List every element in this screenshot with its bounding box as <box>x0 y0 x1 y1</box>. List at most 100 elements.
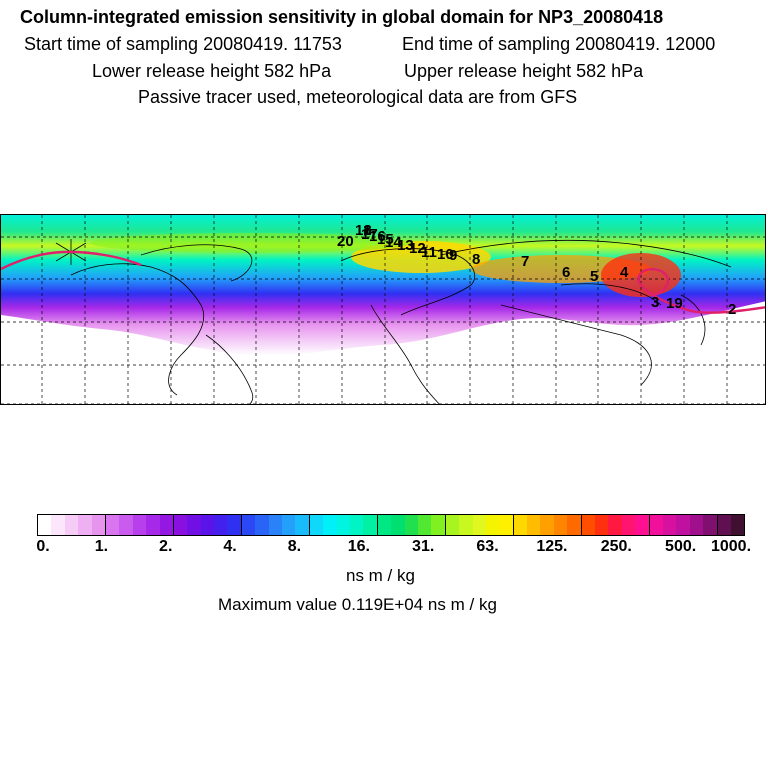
colorbar-segment <box>485 515 500 535</box>
colorbar-tick-label: 2. <box>159 538 173 555</box>
trajectory-label-7: 7 <box>521 253 529 270</box>
colorbar-segment <box>323 515 337 535</box>
colorbar-segment <box>391 515 405 535</box>
colorbar-segment <box>91 515 106 535</box>
trajectory-label-19: 19 <box>666 295 683 312</box>
colorbar-segment <box>187 515 201 535</box>
colorbar-segment <box>377 515 392 535</box>
colorbar-segment <box>417 515 432 535</box>
high-sensitivity-europe <box>351 241 491 273</box>
trajectory-label-9: 9 <box>449 247 457 264</box>
trajectory-label-11: 11 <box>421 244 437 261</box>
coastlines <box>70 239 732 404</box>
trajectory-label-8: 8 <box>472 251 480 268</box>
colorbar-segment <box>51 515 65 535</box>
colorbar-segment <box>567 515 582 535</box>
trajectory-label-2: 2 <box>728 301 736 318</box>
trajectory-label-1: 1 <box>363 222 371 239</box>
colorbar-segment <box>703 515 718 535</box>
trajectory-label-15: 15 <box>377 231 394 248</box>
colorbar-tick-label: 31. <box>412 538 435 555</box>
trajectory-label-13: 13 <box>397 237 414 254</box>
colorbar-segment <box>730 515 745 535</box>
colorbar-segment <box>173 515 188 535</box>
colorbar-segment <box>689 515 704 535</box>
colorbar-segment <box>78 515 92 535</box>
colorbar-segment <box>363 515 378 535</box>
colorbar-segment <box>499 515 514 535</box>
trajectory-label-18: 18 <box>355 222 372 239</box>
colorbar-segment <box>553 515 568 535</box>
colorbar-segment <box>132 515 147 535</box>
colorbar <box>37 514 745 536</box>
colorbar-segment <box>676 515 690 535</box>
colorbar-segment <box>119 515 133 535</box>
trajectory-label-6: 6 <box>562 264 570 281</box>
lower-release-height: Lower release height 582 hPa <box>92 61 332 81</box>
colorbar-tick-label: 1. <box>94 538 109 555</box>
sensitivity-map: 1 2 3 4 5 6 7 8 9 10 11 12 13 14 15 16 1… <box>0 214 766 405</box>
colorbar-segment <box>635 515 650 535</box>
trajectory-label-12: 12 <box>409 240 426 257</box>
colorbar-segment <box>445 515 460 535</box>
maximum-value: Maximum value 0.119E+04 ns m / kg <box>218 595 497 614</box>
colorbar-segment <box>608 515 622 535</box>
colorbar-segment <box>649 515 663 535</box>
colorbar-segment <box>268 515 283 535</box>
colorbar-tick-label: 4. <box>223 538 237 555</box>
colorbar-segment <box>540 515 554 535</box>
colorbar-tick-label: 500. <box>665 538 697 555</box>
colorbar-segment <box>404 515 418 535</box>
colorbar-segment <box>214 515 228 535</box>
trajectory-label-16: 16 <box>369 228 386 245</box>
colorbar-segment <box>146 515 160 535</box>
tracer-note: Passive tracer used, meteorological data… <box>138 87 578 107</box>
trajectory-label-10: 10 <box>437 246 454 263</box>
colorbar-unit: ns m / kg <box>346 566 415 585</box>
plot-title: Column-integrated emission sensitivity i… <box>20 7 664 27</box>
start-time: Start time of sampling 20080419. 11753 <box>24 34 342 54</box>
colorbar-segment <box>717 515 731 535</box>
colorbar-segment <box>472 515 486 535</box>
colorbar-segment <box>662 515 677 535</box>
trajectory-label-14: 14 <box>385 234 402 251</box>
colorbar-segment <box>227 515 242 535</box>
colorbar-segment <box>200 515 215 535</box>
colorbar-segment <box>431 515 446 535</box>
colorbar-segment <box>241 515 256 535</box>
colorbar-tick-label: 0. <box>36 538 50 555</box>
colorbar-segment <box>621 515 636 535</box>
end-time: End time of sampling 20080419. 12000 <box>402 34 716 54</box>
lat-lon-grid <box>1 215 765 404</box>
colorbar-segment <box>255 515 269 535</box>
trajectory-line <box>1 250 142 271</box>
colorbar-segment <box>295 515 310 535</box>
colorbar-segment <box>64 515 79 535</box>
colorbar-tick-label: 125. <box>536 538 568 555</box>
trajectory-label-17: 17 <box>361 226 378 243</box>
colorbar-tick-label: 250. <box>600 538 632 555</box>
trajectory-line-east <box>637 268 765 314</box>
colorbar-segment <box>38 515 52 535</box>
colorbar-tick-label: 1000. <box>710 538 752 555</box>
colorbar-segment <box>309 515 324 535</box>
colorbar-tick-label: 8. <box>287 538 302 555</box>
colorbar-segment <box>105 515 120 535</box>
map-canvas: 1 2 3 4 5 6 7 8 9 10 11 12 13 14 15 16 1… <box>1 215 765 404</box>
trajectory-label-20: 20 <box>337 233 354 250</box>
colorbar-segment <box>282 515 296 535</box>
colorbar-segment <box>581 515 596 535</box>
colorbar-segment <box>159 515 174 535</box>
colorbar-segment <box>349 515 364 535</box>
colorbar-tick-label: 63. <box>476 538 499 555</box>
colorbar-segment <box>527 515 541 535</box>
colorbar-segment <box>459 515 473 535</box>
trajectory-labels: 1 2 3 4 5 6 7 8 9 10 11 12 13 14 15 16 1… <box>337 222 736 318</box>
trajectory-label-4: 4 <box>620 264 629 281</box>
colorbar-tick-label: 16. <box>347 538 370 555</box>
trajectory-label-3: 3 <box>651 294 659 311</box>
trajectory-label-5: 5 <box>590 268 598 285</box>
upper-release-height: Upper release height 582 hPa <box>404 61 644 81</box>
colorbar-segment <box>595 515 609 535</box>
colorbar-segment <box>513 515 528 535</box>
